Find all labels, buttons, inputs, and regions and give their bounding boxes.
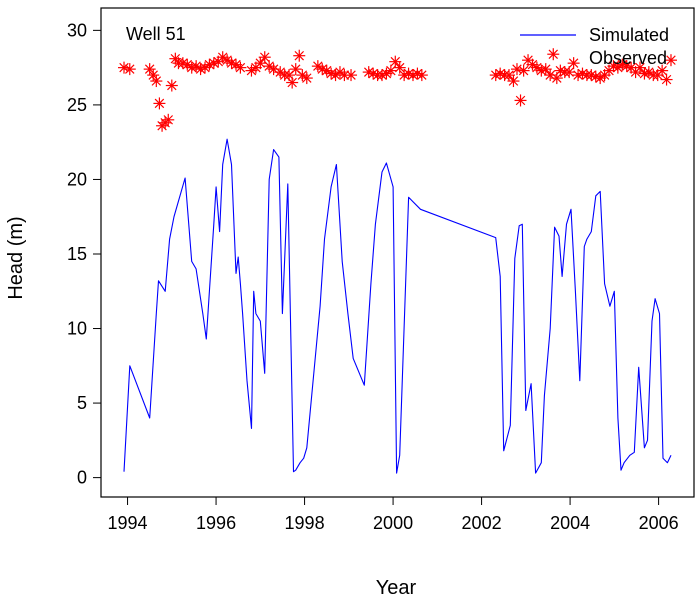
y-tick-label: 25 [67,95,87,115]
observed-point [153,97,166,110]
observed-point [162,113,175,126]
observed-point [517,64,530,77]
observed-point [389,55,402,68]
observed-point [507,75,520,88]
observed-point [514,94,527,107]
legend-observed-label: Observed [589,48,667,68]
observed-point [550,72,563,85]
y-tick-label: 0 [77,468,87,488]
observed-point [123,63,136,76]
observed-point [567,57,580,70]
observed-point [656,64,669,77]
y-axis: 0 5 10 15 20 25 30 [67,20,101,488]
observed-point [293,49,306,62]
series-simulated-line [123,138,672,474]
observed-point [660,73,673,86]
y-tick-label: 15 [67,244,87,264]
observed-point [286,76,299,89]
observed-point [311,60,324,73]
plot-frame [100,7,695,498]
legend-simulated-label: Simulated [589,25,669,45]
observed-point [258,51,271,64]
observed-point [234,61,247,74]
plot-area [118,48,677,474]
legend: Simulated Observed [520,25,669,68]
observed-point [384,64,397,77]
observed-point [393,61,406,74]
observed-point [150,75,163,88]
observed-point [535,64,548,77]
x-tick-label: 2000 [373,513,413,533]
observed-point [664,54,677,67]
observed-point [547,48,560,61]
y-axis-title: Head (m) [5,216,27,299]
x-axis: 1994 1996 1998 2000 2002 2004 2006 [108,497,679,533]
observed-point [345,69,358,82]
y-tick-label: 20 [67,169,87,189]
y-tick-label: 5 [77,393,87,413]
observed-point [143,63,156,76]
panel-title: Well 51 [126,24,186,44]
y-tick-label: 30 [67,20,87,40]
x-axis-title: Year [376,577,417,599]
observed-point [415,69,428,82]
observed-point [325,67,338,80]
x-tick-label: 2004 [550,513,590,533]
observed-point [320,64,333,77]
x-tick-label: 2002 [462,513,502,533]
x-tick-label: 1994 [108,513,148,533]
x-tick-label: 1998 [285,513,325,533]
observed-point [165,79,178,92]
x-tick-label: 1996 [196,513,236,533]
x-tick-label: 2006 [639,513,679,533]
observed-point [300,72,313,85]
y-tick-label: 10 [67,319,87,339]
